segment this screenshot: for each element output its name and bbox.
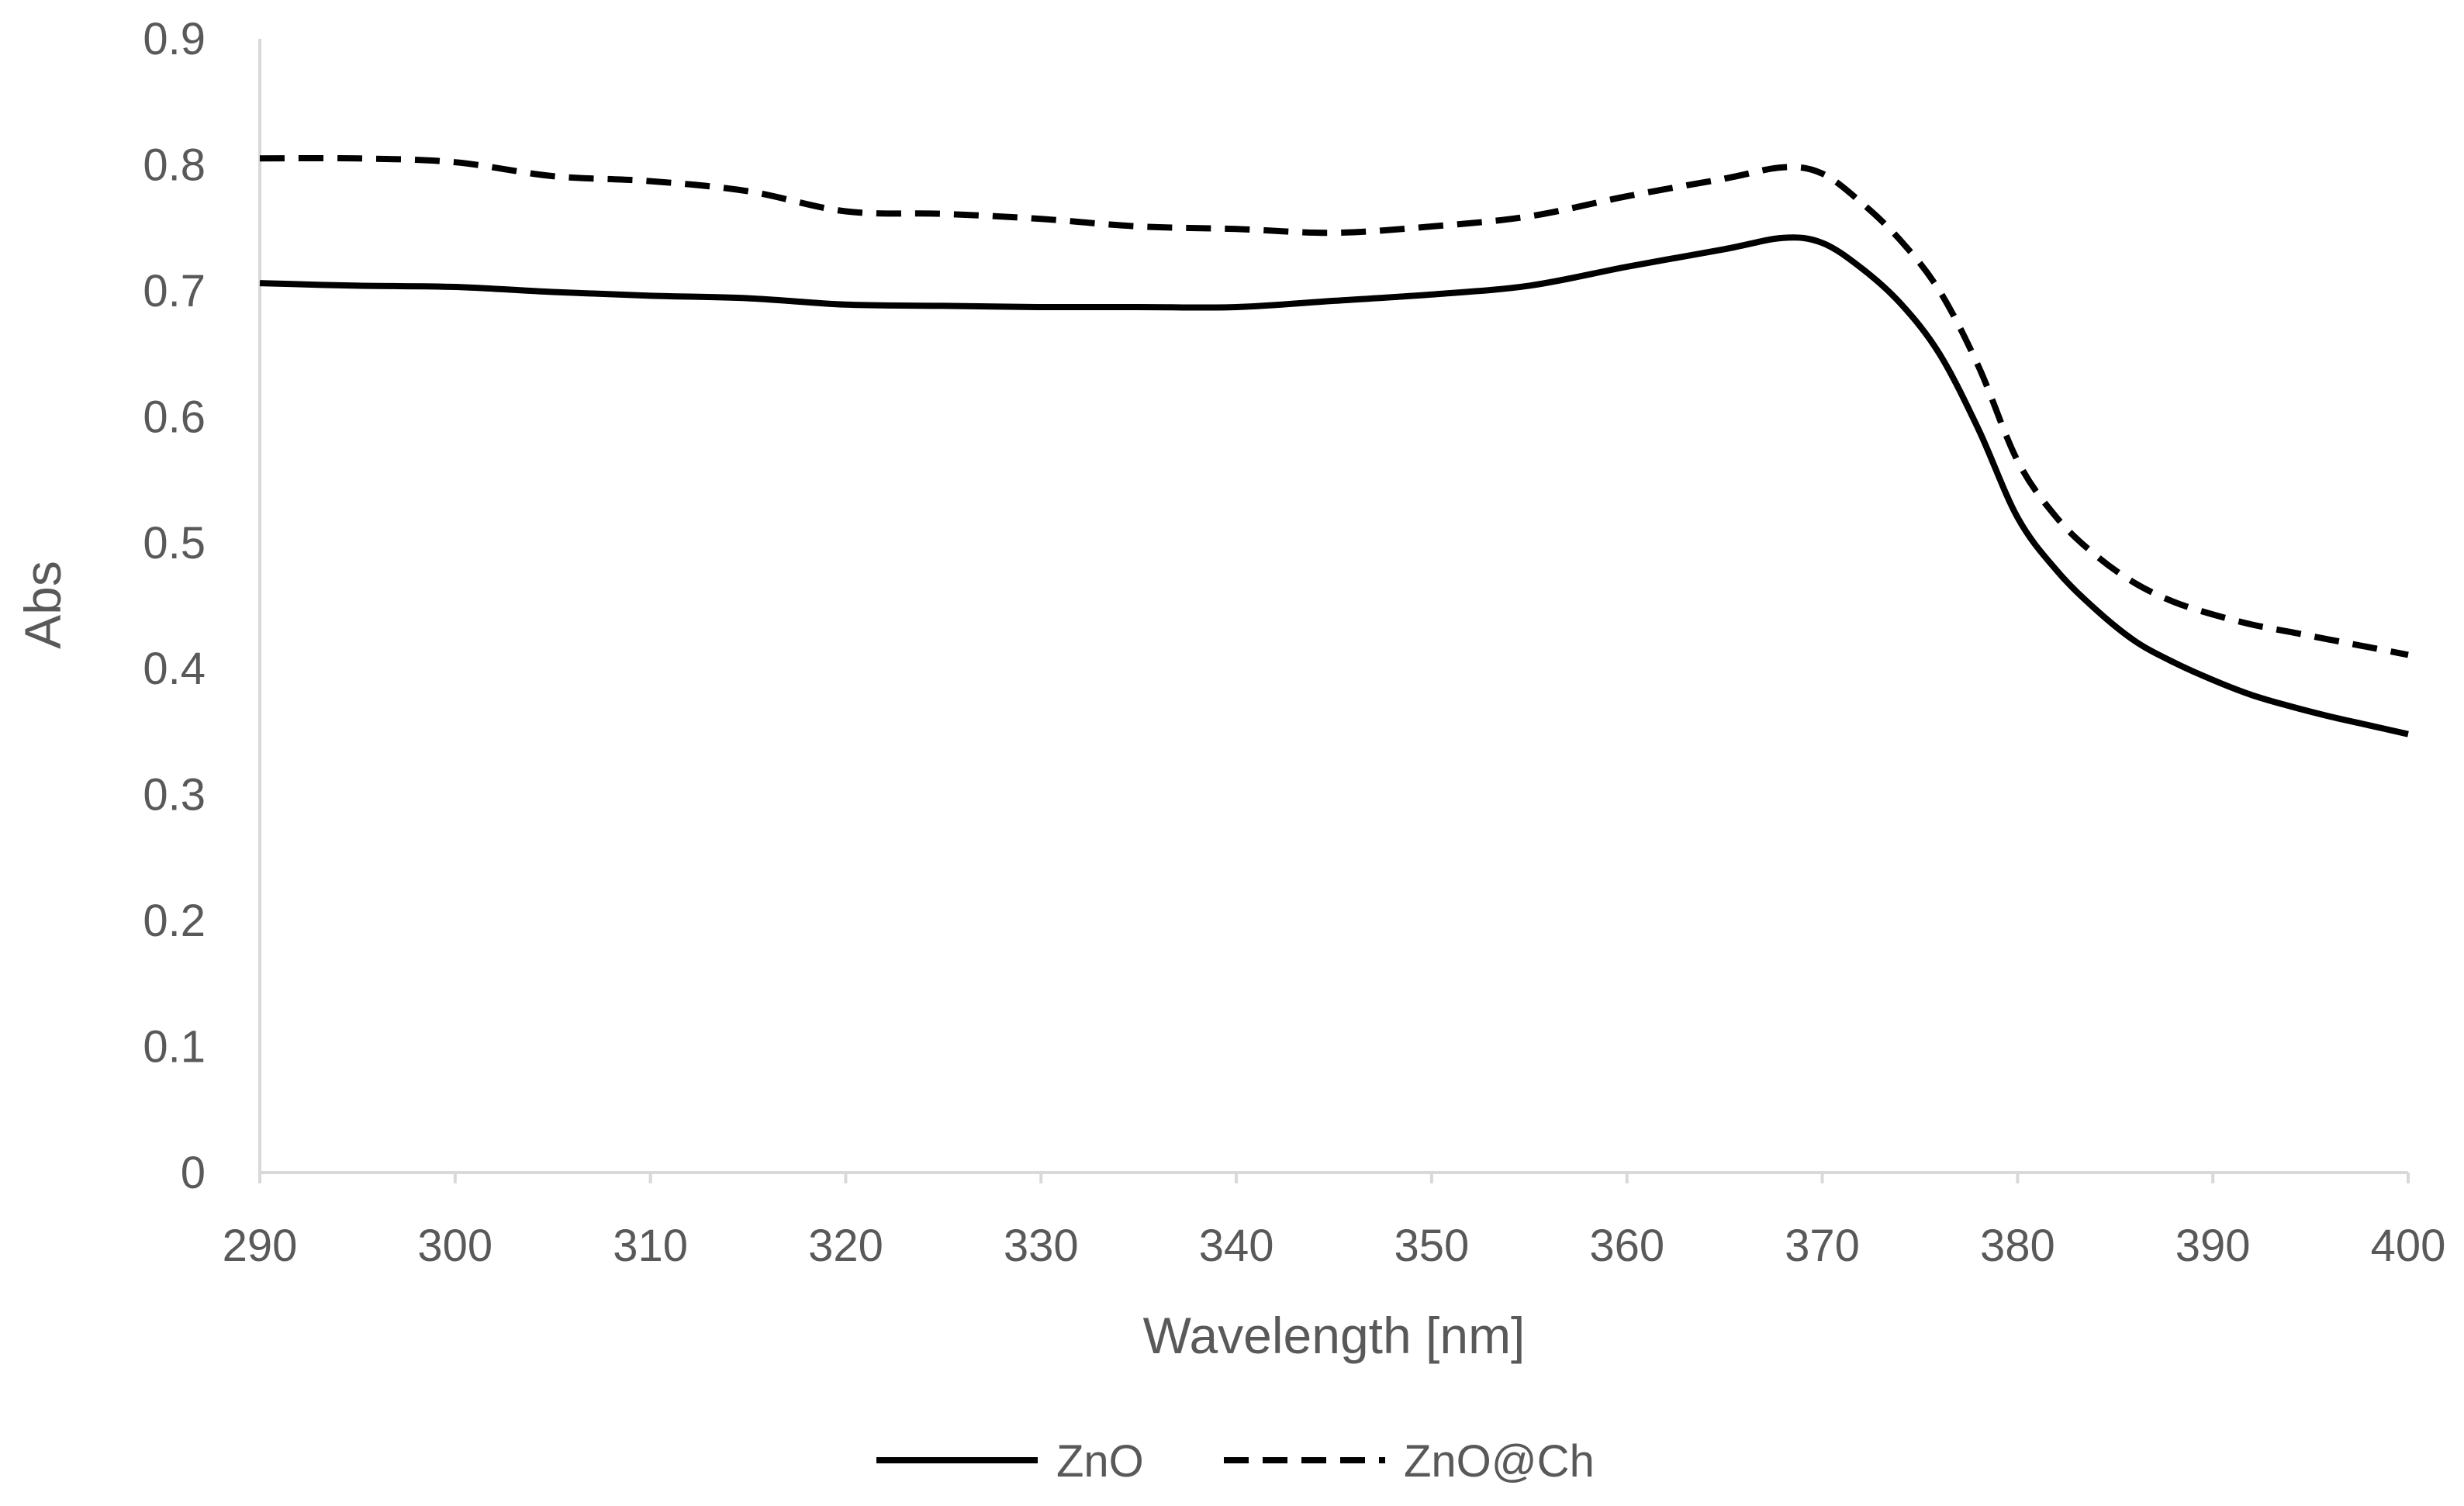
x-tick-label: 340 <box>1199 1221 1274 1271</box>
legend-label-zno-ch: ZnO@Ch <box>1404 1436 1595 1487</box>
x-tick-label: 360 <box>1589 1221 1664 1271</box>
x-tick-label: 380 <box>1980 1221 2055 1271</box>
y-tick-label: 0.1 <box>143 1022 206 1073</box>
x-tick-label: 330 <box>1004 1221 1079 1271</box>
x-tick-label: 290 <box>223 1221 298 1271</box>
y-tick-label: 0.2 <box>143 896 206 946</box>
y-tick-label: 0.4 <box>143 644 206 694</box>
x-tick-label: 350 <box>1394 1221 1470 1271</box>
x-tick-label: 300 <box>417 1221 492 1271</box>
y-tick-label: 0.5 <box>143 518 206 568</box>
x-tick-label: 310 <box>613 1221 688 1271</box>
y-tick-label: 0.7 <box>143 266 206 316</box>
y-tick-labels: 0 0.1 0.2 0.3 0.4 0.5 0.6 0.7 0.8 0.9 <box>143 14 206 1198</box>
legend-label-zno: ZnO <box>1056 1436 1144 1487</box>
x-tick-label: 390 <box>2175 1221 2251 1271</box>
x-tick-label: 320 <box>808 1221 883 1271</box>
series-line-zno <box>259 234 2409 737</box>
series-line-zno-ch <box>259 154 2409 658</box>
y-tick-label: 0.3 <box>143 770 206 820</box>
y-axis-title: Abs <box>14 561 71 649</box>
x-tick-label: 400 <box>2371 1221 2446 1271</box>
series-lines <box>259 154 2409 737</box>
x-axis-title: Wavelength [nm] <box>1143 1307 1526 1364</box>
y-tick-label: 0.6 <box>143 392 206 442</box>
x-tick-label: 370 <box>1785 1221 1860 1271</box>
legend: ZnO ZnO@Ch <box>876 1436 1595 1487</box>
y-tick-label: 0.9 <box>143 14 206 64</box>
y-tick-label: 0 <box>181 1148 206 1198</box>
y-tick-label: 0.8 <box>143 140 206 190</box>
x-tick-labels: 290 300 310 320 330 340 350 360 370 380 390 400 <box>223 1173 2446 1271</box>
